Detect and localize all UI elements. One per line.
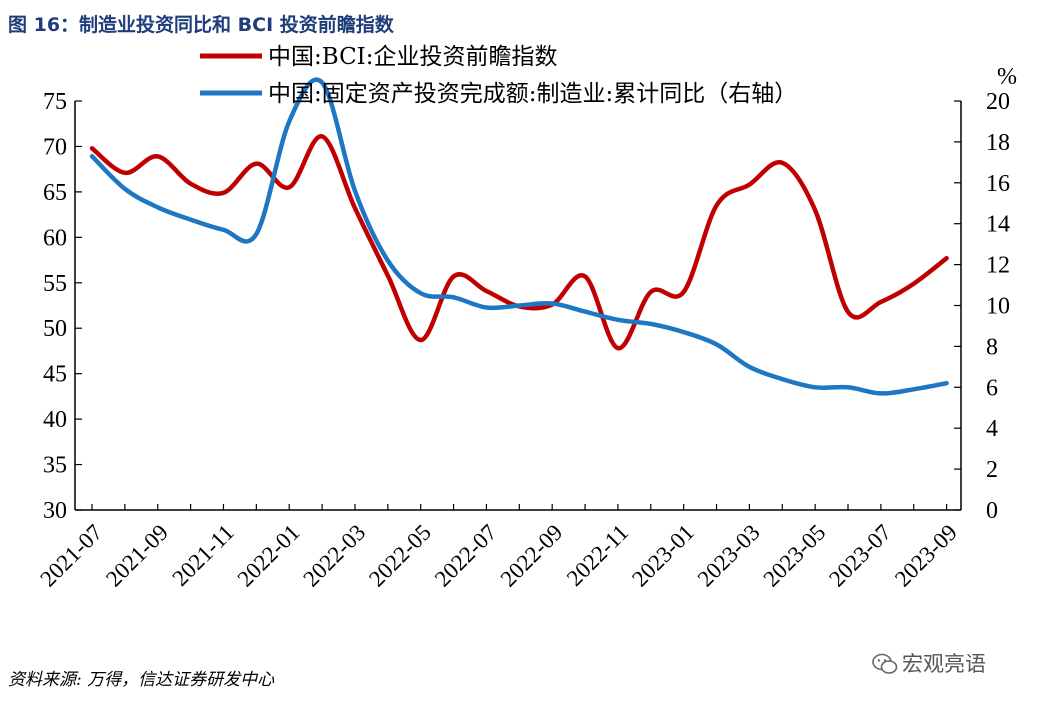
watermark: 宏观亮语 bbox=[872, 648, 986, 678]
source-note: 资料来源: 万得，信达证券研发中心 bbox=[8, 670, 275, 690]
left-y-tick-label: 35 bbox=[43, 453, 67, 479]
x-tick-label: 2021-09 bbox=[101, 520, 173, 592]
x-tick-label: 2022-03 bbox=[298, 520, 370, 592]
x-tick-label: 2023-05 bbox=[759, 520, 831, 592]
left-y-tick-label: 45 bbox=[43, 362, 67, 388]
legend-label: 中国:固定资产投资完成额:制造业:累计同比（右轴） bbox=[268, 81, 797, 107]
left-y-tick-label: 70 bbox=[43, 134, 67, 160]
x-tick-label: 2022-07 bbox=[430, 520, 502, 592]
x-tick-label: 2023-01 bbox=[627, 520, 699, 592]
x-tick-label: 2022-09 bbox=[496, 520, 568, 592]
right-y-unit-label: % bbox=[997, 64, 1017, 90]
right-y-tick-label: 12 bbox=[986, 253, 1010, 279]
legend-label: 中国:BCI:企业投资前瞻指数 bbox=[268, 44, 558, 70]
x-tick-label: 2021-07 bbox=[35, 520, 107, 592]
right-y-tick-label: 2 bbox=[986, 457, 998, 483]
left-y-tick-label: 40 bbox=[43, 407, 67, 433]
left-y-tick-label: 50 bbox=[43, 316, 67, 342]
series-line-manufacturing-investment bbox=[89, 77, 949, 396]
right-y-tick-label: 20 bbox=[986, 89, 1010, 115]
x-tick-label: 2023-07 bbox=[824, 520, 896, 592]
x-tick-label: 2022-05 bbox=[364, 520, 436, 592]
right-y-tick-label: 14 bbox=[986, 212, 1010, 238]
right-y-tick-label: 4 bbox=[986, 416, 998, 442]
right-y-tick-label: 6 bbox=[986, 375, 998, 401]
left-y-tick-label: 60 bbox=[43, 225, 67, 251]
left-y-tick-label: 75 bbox=[43, 89, 67, 115]
x-tick-label: 2023-03 bbox=[693, 520, 765, 592]
right-y-tick-label: 10 bbox=[986, 294, 1010, 320]
x-tick-label: 2022-11 bbox=[562, 520, 633, 591]
watermark-text: 宏观亮语 bbox=[902, 652, 986, 676]
series-line-bci bbox=[89, 134, 949, 351]
right-y-tick-label: 0 bbox=[986, 498, 998, 524]
chart-axes: 30 35 40 45 50 55 60 65 70 75 0 2 4 6 8 10 12 14 16 18 20% 20… bbox=[35, 64, 1017, 592]
right-y-tick-label: 18 bbox=[986, 130, 1010, 156]
x-tick-label: 2023-09 bbox=[890, 520, 962, 592]
x-tick-label: 2022-01 bbox=[233, 520, 305, 592]
x-tick-label: 2021-11 bbox=[167, 520, 238, 591]
chart-lines bbox=[89, 77, 949, 396]
left-y-tick-label: 30 bbox=[43, 498, 67, 524]
right-y-tick-label: 16 bbox=[986, 171, 1010, 197]
left-y-tick-label: 65 bbox=[43, 180, 67, 206]
left-y-tick-label: 55 bbox=[43, 271, 67, 297]
wechat-icon bbox=[872, 653, 898, 674]
right-y-tick-label: 8 bbox=[986, 334, 998, 360]
figure-title: 图 16：制造业投资同比和 BCI 投资前瞻指数 bbox=[8, 14, 394, 36]
